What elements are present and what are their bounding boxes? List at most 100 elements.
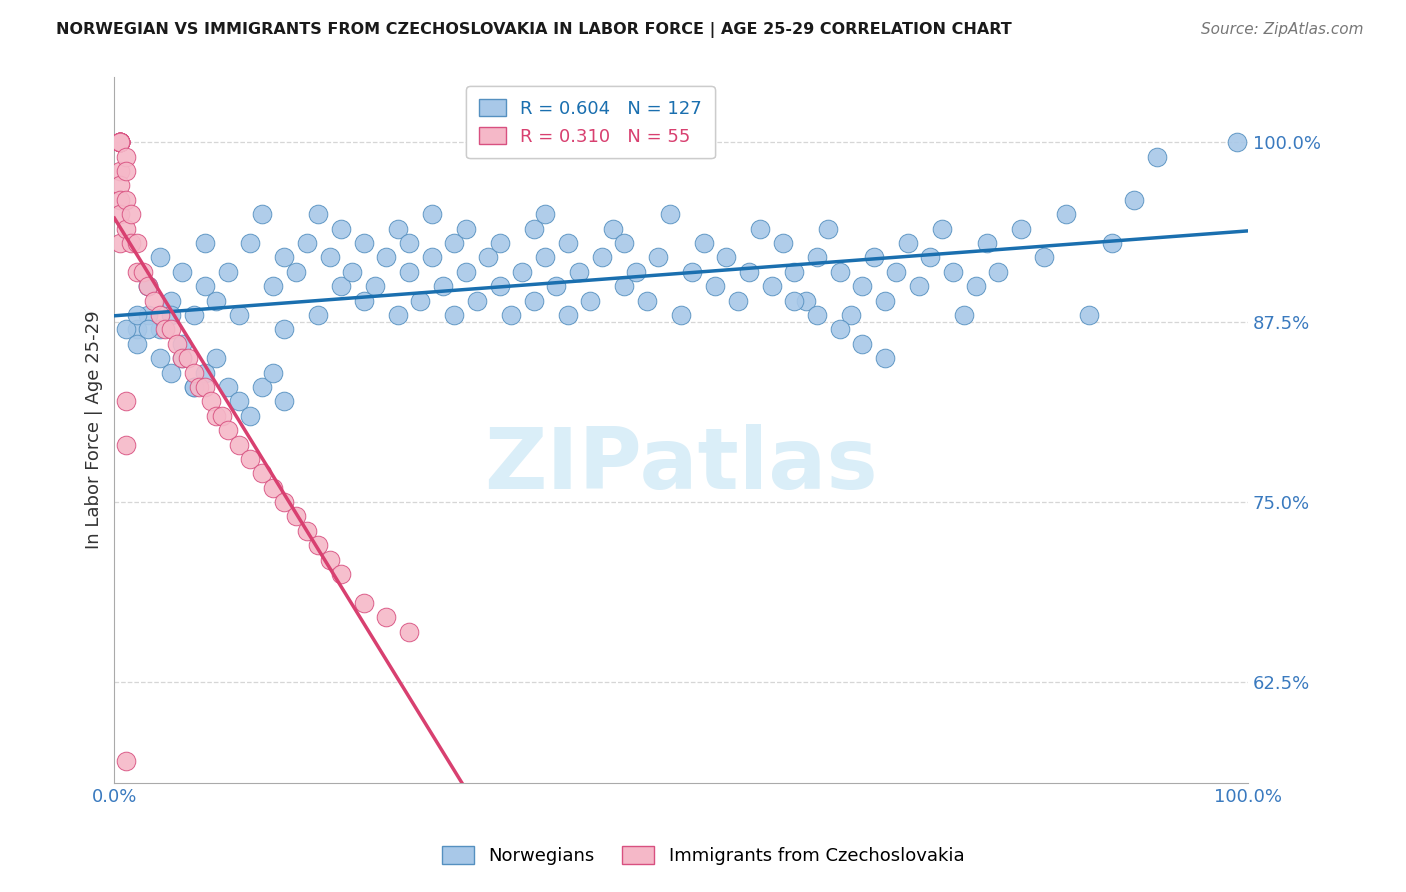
Point	[693, 235, 716, 250]
Point	[353, 293, 375, 308]
Point	[1225, 135, 1247, 149]
Point	[205, 293, 228, 308]
Point	[375, 251, 398, 265]
Point	[897, 235, 920, 250]
Point	[942, 265, 965, 279]
Point	[194, 235, 217, 250]
Point	[839, 308, 862, 322]
Point	[125, 322, 148, 336]
Point	[114, 754, 136, 768]
Point	[976, 235, 998, 250]
Point	[114, 164, 136, 178]
Point	[512, 265, 534, 279]
Point	[875, 351, 897, 365]
Point	[217, 265, 239, 279]
Point	[108, 135, 131, 149]
Point	[160, 366, 183, 380]
Point	[172, 351, 194, 365]
Point	[557, 308, 579, 322]
Point	[557, 235, 579, 250]
Point	[228, 394, 250, 409]
Point	[420, 207, 443, 221]
Point	[262, 279, 284, 293]
Point	[172, 265, 194, 279]
Point	[613, 279, 636, 293]
Point	[875, 293, 897, 308]
Point	[284, 265, 307, 279]
Point	[669, 308, 692, 322]
Point	[330, 221, 353, 235]
Point	[931, 221, 953, 235]
Point	[273, 322, 295, 336]
Point	[114, 322, 136, 336]
Point	[172, 351, 194, 365]
Point	[409, 293, 432, 308]
Point	[477, 251, 499, 265]
Point	[647, 251, 669, 265]
Point	[108, 193, 131, 207]
Point	[239, 409, 262, 423]
Point	[108, 135, 131, 149]
Point	[817, 221, 839, 235]
Point	[108, 164, 131, 178]
Point	[613, 235, 636, 250]
Point	[636, 293, 658, 308]
Point	[262, 481, 284, 495]
Point	[398, 624, 420, 639]
Point	[806, 251, 828, 265]
Point	[205, 351, 228, 365]
Point	[704, 279, 727, 293]
Point	[143, 293, 166, 308]
Point	[523, 221, 546, 235]
Point	[160, 293, 183, 308]
Point	[211, 409, 233, 423]
Point	[443, 308, 465, 322]
Point	[920, 251, 942, 265]
Point	[194, 380, 217, 394]
Point	[420, 251, 443, 265]
Point	[738, 265, 761, 279]
Point	[108, 135, 131, 149]
Point	[353, 596, 375, 610]
Point	[342, 265, 364, 279]
Point	[250, 467, 273, 481]
Point	[387, 308, 409, 322]
Point	[353, 235, 375, 250]
Point	[284, 509, 307, 524]
Point	[783, 265, 806, 279]
Point	[307, 308, 329, 322]
Point	[183, 380, 205, 394]
Point	[114, 221, 136, 235]
Point	[488, 235, 510, 250]
Text: NORWEGIAN VS IMMIGRANTS FROM CZECHOSLOVAKIA IN LABOR FORCE | AGE 25-29 CORRELATI: NORWEGIAN VS IMMIGRANTS FROM CZECHOSLOVA…	[56, 22, 1012, 38]
Point	[465, 293, 488, 308]
Point	[488, 279, 510, 293]
Point	[239, 451, 262, 466]
Point	[330, 567, 353, 582]
Point	[149, 308, 172, 322]
Point	[160, 322, 183, 336]
Point	[183, 366, 205, 380]
Point	[120, 207, 142, 221]
Point	[862, 251, 884, 265]
Point	[908, 279, 931, 293]
Point	[250, 380, 273, 394]
Point	[132, 265, 155, 279]
Point	[125, 265, 148, 279]
Point	[727, 293, 749, 308]
Point	[166, 336, 188, 351]
Point	[886, 265, 908, 279]
Point	[273, 251, 295, 265]
Point	[749, 221, 772, 235]
Point	[138, 279, 160, 293]
Point	[375, 610, 398, 624]
Point	[1078, 308, 1101, 322]
Point	[108, 235, 131, 250]
Point	[217, 380, 239, 394]
Point	[387, 221, 409, 235]
Point	[138, 279, 160, 293]
Y-axis label: In Labor Force | Age 25-29: In Labor Force | Age 25-29	[86, 310, 103, 549]
Point	[239, 235, 262, 250]
Point	[108, 135, 131, 149]
Point	[716, 251, 738, 265]
